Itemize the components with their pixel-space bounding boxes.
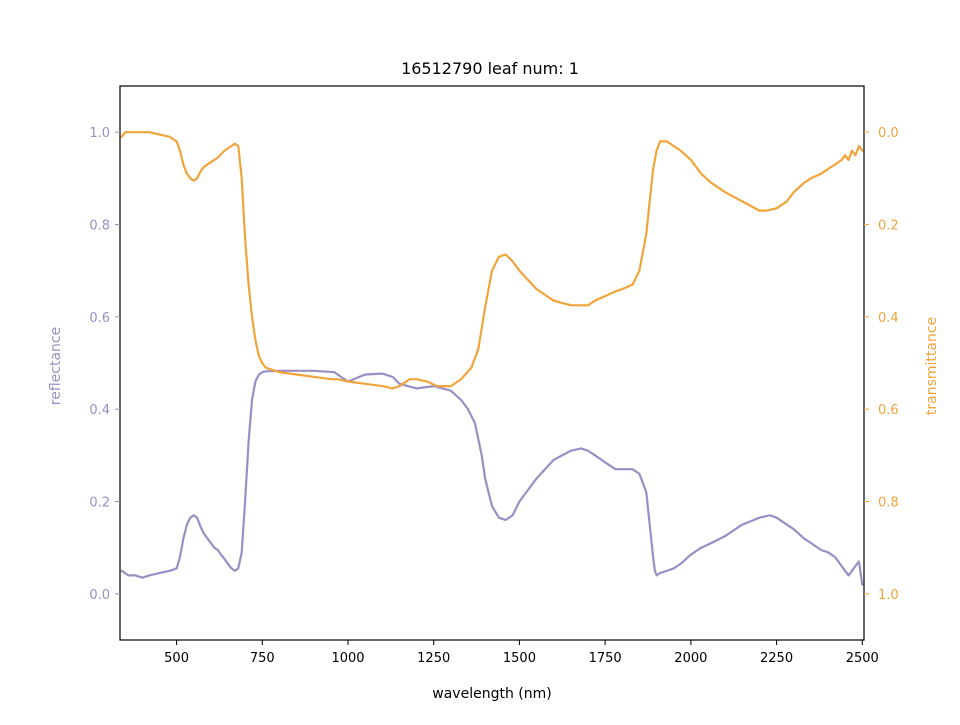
right-y-tick-label: 0.4 bbox=[878, 311, 899, 326]
x-tick-label: 2000 bbox=[674, 651, 707, 666]
left-y-tick-label: 0.0 bbox=[89, 588, 110, 603]
x-tick-label: 1250 bbox=[417, 651, 450, 666]
right-y-tick-label: 0.0 bbox=[878, 126, 899, 141]
x-tick-label: 1000 bbox=[331, 651, 364, 666]
left-y-tick-label: 0.4 bbox=[89, 403, 110, 418]
x-axis-label: wavelength (nm) bbox=[432, 686, 551, 702]
right-y-axis-label: transmittance bbox=[924, 317, 940, 415]
right-y-tick-label: 0.6 bbox=[878, 403, 899, 418]
right-y-tick-label: 0.8 bbox=[878, 496, 899, 511]
right-y-tick-label: 0.2 bbox=[878, 219, 899, 234]
left-y-axis: 0.0 0.2 0.4 0.6 0.8 1.0 bbox=[89, 126, 120, 603]
x-tick-label: 1750 bbox=[589, 651, 622, 666]
x-tick-label: 500 bbox=[164, 651, 189, 666]
right-y-axis: 0.0 0.2 0.4 0.6 0.8 1.0 bbox=[864, 126, 899, 603]
chart-title: 16512790 leaf num: 1 bbox=[401, 59, 579, 78]
x-tick-label: 1500 bbox=[503, 651, 536, 666]
left-y-tick-label: 0.8 bbox=[89, 219, 110, 234]
right-y-tick-label: 1.0 bbox=[878, 588, 899, 603]
x-tick-label: 750 bbox=[250, 651, 275, 666]
x-axis: 500 750 1000 1250 1500 1750 2000 2250 2500 bbox=[164, 640, 879, 666]
left-y-tick-label: 1.0 bbox=[89, 126, 110, 141]
left-y-tick-label: 0.6 bbox=[89, 311, 110, 326]
left-y-axis-label: reflectance bbox=[48, 327, 64, 405]
series-layer bbox=[120, 131, 864, 586]
plot-frame bbox=[119, 85, 865, 641]
left-y-tick-label: 0.2 bbox=[89, 496, 110, 511]
reflectance-series-line bbox=[120, 369, 864, 586]
transmittance-series-line bbox=[120, 131, 864, 390]
x-tick-label: 2250 bbox=[760, 651, 793, 666]
x-tick-label: 2500 bbox=[846, 651, 879, 666]
